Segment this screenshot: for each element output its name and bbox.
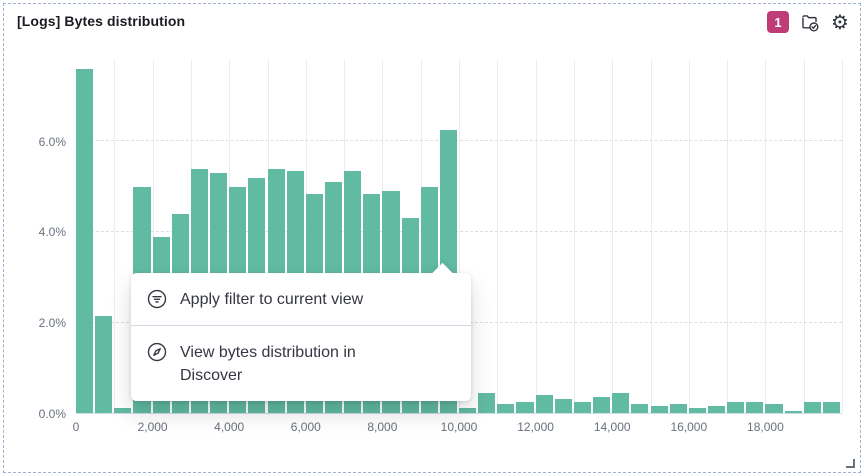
histogram-bar[interactable] [535,394,553,413]
filter-count-badge[interactable]: 1 [767,11,789,33]
histogram-bar[interactable] [76,69,94,413]
histogram-bar[interactable] [95,315,113,413]
panel-controls: 1 ⚙ [767,11,851,33]
y-axis-label: 0.0% [38,407,66,421]
x-axis: 0 2,000 4,000 6,000 8,000 10,000 12,000 14,000 1… [72,414,842,438]
x-axis-label: 12,000 [517,420,554,434]
histogram-bar[interactable] [746,401,764,413]
x-axis-label: 0 [72,420,80,434]
v-gridline [803,60,805,413]
compass-icon [147,342,167,362]
histogram-bar[interactable] [497,403,515,413]
h-gridline [76,230,842,232]
histogram-bar[interactable] [669,403,687,413]
gear-icon[interactable]: ⚙ [829,11,851,33]
x-axis-label: 4,000 [214,420,245,434]
v-gridline [650,60,652,413]
y-axis-label: 2.0% [38,316,66,331]
histogram-bar[interactable] [765,403,783,413]
histogram-bar[interactable] [727,401,745,413]
menu-item-label: View bytes distribution in Discover [180,344,356,384]
histogram-bar[interactable] [612,392,630,413]
histogram-bar[interactable] [631,403,649,413]
panel-filter-check-icon[interactable] [798,11,820,33]
v-gridline [765,60,767,413]
resize-handle[interactable] [846,459,855,468]
v-gridline [497,60,499,413]
panel-title: [Logs] Bytes distribution [17,13,186,29]
x-axis-label: 14,000 [593,420,631,434]
x-axis-label: 16,000 [670,420,708,434]
menu-item-label: Apply filter to current view [180,291,364,308]
histogram-bar[interactable] [822,401,840,413]
histogram-bar[interactable] [459,408,477,413]
y-axis-label: 4.0% [38,225,66,240]
menu-divider [131,325,471,326]
x-axis-label: 18,000 [747,420,784,434]
histogram-bar[interactable] [688,408,706,413]
v-gridline [114,60,116,413]
histogram-bar[interactable] [573,401,592,413]
v-gridline [573,60,575,413]
v-gridline [612,60,614,413]
v-gridline [727,60,729,413]
histogram-bar[interactable] [650,406,668,413]
menu-item-view-in-discover[interactable]: View bytes distribution in Discover [131,326,471,401]
x-axis-label: 2,000 [137,420,168,434]
h-gridline [76,140,842,142]
histogram-bar[interactable] [554,399,572,413]
v-gridline [842,60,843,413]
gear-glyph: ⚙ [831,10,849,34]
x-axis-label: 6,000 [290,420,321,434]
histogram-bar[interactable] [478,392,496,413]
menu-item-apply-filter[interactable]: Apply filter to current view [131,273,471,325]
y-axis: 0.0% 2.0% 4.0% 6.0% [20,60,76,421]
histogram-bar[interactable] [707,406,726,413]
histogram-bar[interactable] [516,401,534,413]
histogram-bar[interactable] [593,397,611,413]
v-gridline [535,60,537,413]
histogram-bar[interactable] [784,410,802,413]
x-axis-label: 10,000 [440,420,478,434]
filter-circle-icon [147,289,167,309]
histogram-bar[interactable] [803,401,821,413]
x-axis-label: 8,000 [367,420,398,434]
histogram-bar[interactable] [114,407,132,413]
v-gridline [459,60,460,413]
y-axis-label: 6.0% [38,134,66,149]
panel-context-menu: Apply filter to current view View bytes … [131,262,471,401]
dashboard-panel: [Logs] Bytes distribution 1 ⚙ 0.0% 2.0% 4.… [3,3,861,473]
v-gridline [688,60,690,413]
